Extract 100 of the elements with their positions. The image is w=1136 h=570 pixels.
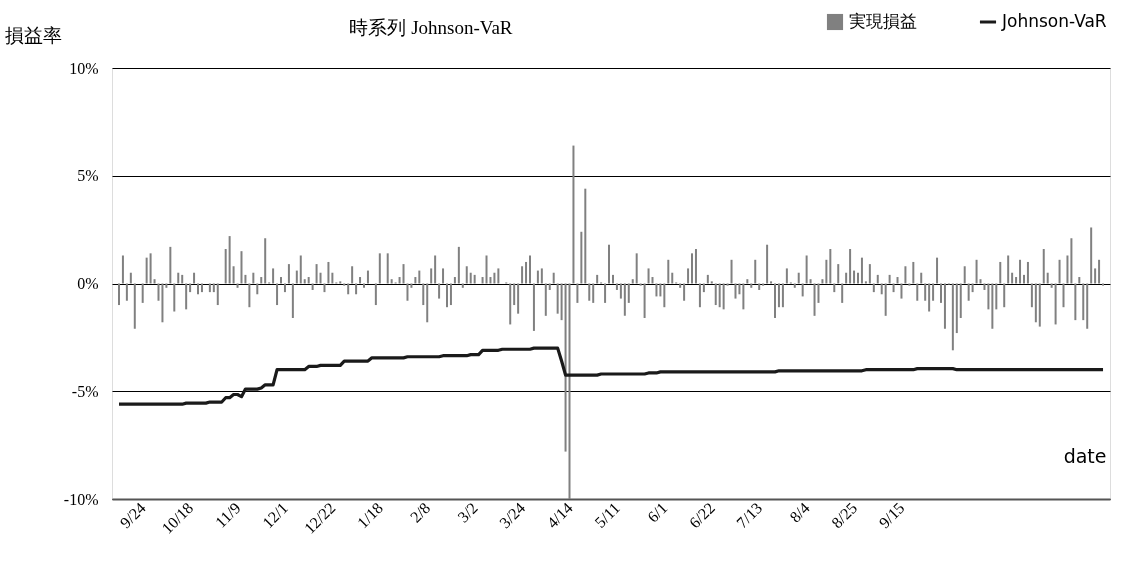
bar (568, 283, 571, 499)
bar (580, 231, 583, 284)
bar (999, 261, 1002, 284)
bar (1019, 259, 1022, 284)
bar (295, 270, 298, 284)
bar (457, 246, 460, 284)
bar (726, 283, 729, 286)
bar (378, 253, 381, 284)
bar (1007, 255, 1010, 284)
bar (959, 283, 962, 318)
bar (532, 283, 535, 331)
x-tick-label: 6/1 (644, 499, 671, 526)
x-axis-title: date (1063, 444, 1107, 467)
bar (445, 283, 448, 308)
bar (327, 261, 330, 284)
bar (1042, 249, 1045, 284)
bar (604, 283, 607, 303)
bar (212, 283, 215, 293)
bar (121, 255, 124, 284)
bar (339, 281, 342, 284)
bar (1058, 259, 1061, 284)
bar (125, 283, 128, 301)
bar (398, 277, 401, 284)
bar (422, 283, 425, 306)
bar (517, 283, 520, 314)
y-tick-label: 0% (77, 275, 99, 292)
bar (1003, 283, 1006, 308)
bar (762, 283, 765, 286)
bar (663, 283, 666, 308)
bar (924, 283, 927, 301)
bar (386, 253, 389, 284)
bar (738, 283, 741, 295)
bar (366, 270, 369, 284)
bar (1015, 277, 1018, 284)
bar (801, 283, 804, 297)
bar (623, 283, 626, 316)
bar (1034, 283, 1037, 323)
bar (718, 283, 721, 308)
bar (509, 283, 512, 325)
bar (465, 266, 468, 284)
y-tick-label: -5% (71, 382, 99, 400)
bar (619, 283, 622, 299)
bar (825, 259, 828, 284)
bar (611, 274, 614, 284)
bar (1074, 283, 1077, 321)
x-tick-label: 11/9 (211, 499, 244, 531)
bar (694, 249, 697, 284)
bar (770, 281, 773, 284)
bar (185, 283, 188, 310)
bar (521, 266, 524, 284)
bar (1054, 283, 1057, 325)
bar (774, 283, 777, 318)
bar (406, 283, 409, 301)
bar (635, 253, 638, 284)
x-tick-label: 3/2 (454, 499, 481, 526)
x-tick-label: 7/13 (733, 499, 766, 532)
bar (564, 283, 567, 452)
bar (291, 283, 294, 318)
bar (592, 283, 595, 303)
bar (588, 283, 591, 301)
bar (1078, 277, 1081, 284)
bar (702, 283, 705, 293)
bar (908, 283, 911, 286)
bar (860, 257, 863, 284)
bar (880, 283, 883, 295)
bar (331, 272, 334, 284)
bar (785, 268, 788, 284)
bar (481, 277, 484, 284)
bar (951, 283, 954, 351)
bar (497, 268, 500, 284)
bar (177, 272, 180, 284)
bar (643, 283, 646, 318)
bar (857, 272, 859, 284)
bar (473, 274, 476, 284)
bar (805, 255, 808, 284)
legend-label: Johnson-VaR (1001, 11, 1107, 31)
bar (311, 283, 314, 290)
bar (754, 259, 757, 284)
bar (979, 279, 982, 284)
x-tick-label: 6/22 (685, 499, 718, 532)
bar (888, 274, 891, 284)
bar (584, 188, 587, 284)
bar (181, 274, 184, 284)
bar (975, 259, 978, 284)
bar (1094, 268, 1097, 284)
y-tick-label: 5% (77, 167, 99, 185)
bar (746, 279, 749, 284)
bar (299, 255, 302, 284)
bar (1102, 283, 1105, 286)
bar (434, 255, 437, 284)
bar (402, 264, 405, 284)
bar (608, 244, 611, 284)
bar (691, 253, 694, 284)
bar (141, 283, 144, 303)
bar (359, 277, 362, 284)
bar (319, 272, 322, 284)
bar (323, 283, 326, 293)
bar (1046, 272, 1049, 284)
bar (276, 283, 279, 306)
bar (987, 283, 990, 310)
